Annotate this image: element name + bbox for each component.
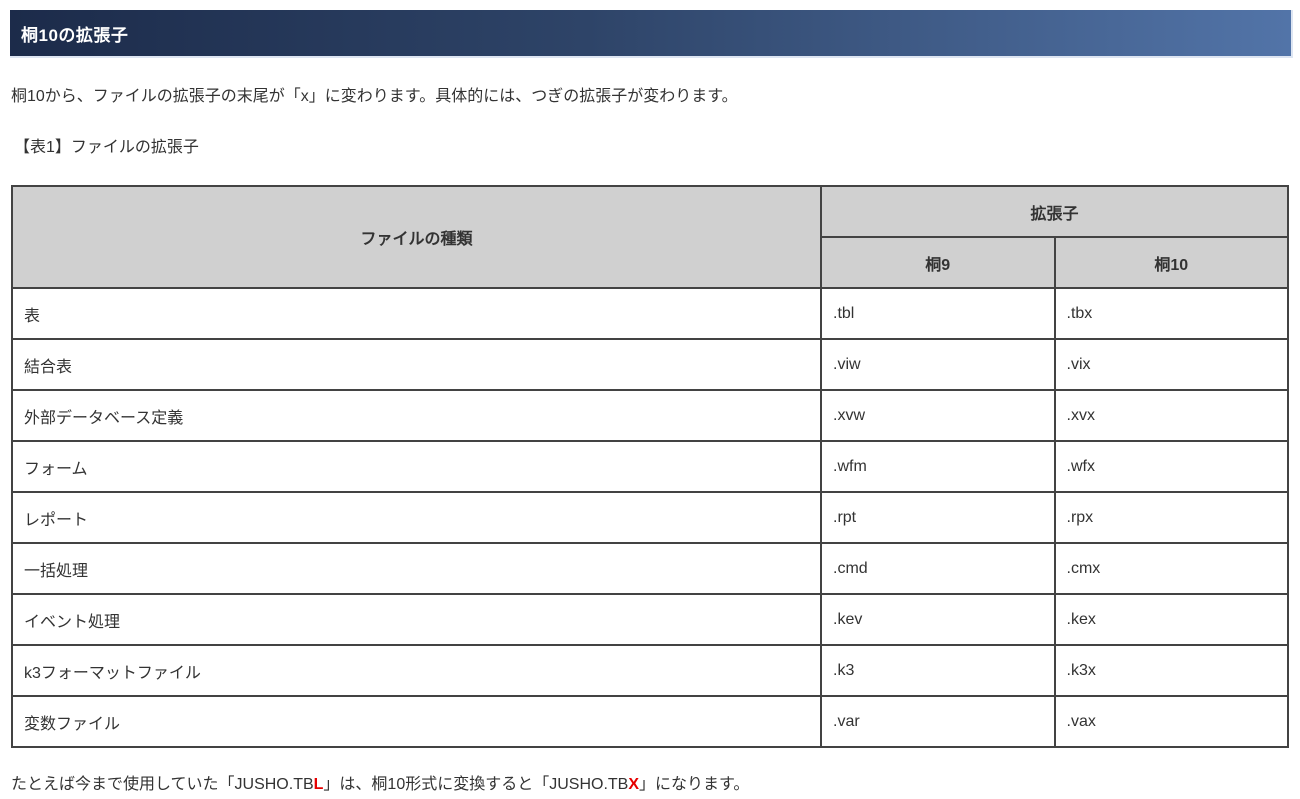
- footer-text-before: たとえば今まで使用していた「JUSHO.TB: [11, 776, 314, 794]
- table-row: 変数ファイル .var .vax: [11, 695, 1289, 749]
- cell-kiri10: .k3x: [1053, 644, 1289, 698]
- footer-highlight-x: X: [628, 776, 640, 794]
- header-file-type: ファイルの種類: [11, 185, 822, 290]
- header-kiri9: 桐9: [820, 236, 1056, 290]
- cell-kiri9: .xvw: [820, 389, 1056, 443]
- cell-kiri9: .wfm: [820, 440, 1056, 494]
- header-kiri10: 桐10: [1053, 236, 1289, 290]
- table-row: イベント処理 .kev .kex: [11, 593, 1289, 647]
- cell-kiri9: .k3: [820, 644, 1056, 698]
- cell-kiri9: .cmd: [820, 542, 1056, 596]
- cell-file-type: フォーム: [11, 440, 822, 494]
- cell-kiri9: .tbl: [820, 287, 1056, 341]
- page-title: 桐10の拡張子: [21, 25, 129, 45]
- cell-kiri10: .vix: [1053, 338, 1289, 392]
- footer-highlight-l: L: [313, 776, 324, 794]
- cell-kiri10: .xvx: [1053, 389, 1289, 443]
- cell-file-type: 外部データベース定義: [11, 389, 822, 443]
- footer-text-after: 」になります。: [639, 776, 750, 794]
- cell-kiri10: .cmx: [1053, 542, 1289, 596]
- table-body: 表 .tbl .tbx 結合表 .viw .vix 外部データベース定義 .xv…: [11, 287, 1289, 749]
- cell-kiri10: .wfx: [1053, 440, 1289, 494]
- footer-note: たとえば今まで使用していた「JUSHO.TBL」は、桐10形式に変換すると「JU…: [11, 770, 1290, 794]
- table-row: 外部データベース定義 .xvw .xvx: [11, 389, 1289, 443]
- extension-table: ファイルの種類 拡張子 桐9 桐10 表 .tbl .tbx 結合表 .viw …: [11, 185, 1289, 749]
- cell-kiri9: .kev: [820, 593, 1056, 647]
- cell-file-type: 表: [11, 287, 822, 341]
- cell-file-type: 一括処理: [11, 542, 822, 596]
- cell-file-type: レポート: [11, 491, 822, 545]
- table-row: 結合表 .viw .vix: [11, 338, 1289, 392]
- cell-kiri9: .rpt: [820, 491, 1056, 545]
- intro-text: 桐10から、ファイルの拡張子の末尾が「x」に変わります。具体的には、つぎの拡張子…: [11, 88, 738, 105]
- cell-kiri9: .viw: [820, 338, 1056, 392]
- cell-file-type: k3フォーマットファイル: [11, 644, 822, 698]
- table-caption: 【表1】ファイルの拡張子: [14, 139, 199, 157]
- table-row: フォーム .wfm .wfx: [11, 440, 1289, 494]
- cell-kiri10: .rpx: [1053, 491, 1289, 545]
- table-header-row-1: ファイルの種類 拡張子: [11, 185, 1289, 290]
- footer-text-mid: 」は、桐10形式に変換すると「JUSHO.TB: [323, 776, 629, 794]
- table-row: レポート .rpt .rpx: [11, 491, 1289, 545]
- cell-file-type: イベント処理: [11, 593, 822, 647]
- page-title-bar: 桐10の拡張子: [10, 10, 1293, 58]
- table-row: 一括処理 .cmd .cmx: [11, 542, 1289, 596]
- cell-kiri9: .var: [820, 695, 1056, 749]
- table-row: 表 .tbl .tbx: [11, 287, 1289, 341]
- cell-file-type: 変数ファイル: [11, 695, 822, 749]
- cell-kiri10: .kex: [1053, 593, 1289, 647]
- cell-kiri10: .vax: [1053, 695, 1289, 749]
- table-row: k3フォーマットファイル .k3 .k3x: [11, 644, 1289, 698]
- table-header-row-2: 桐9 桐10: [12, 236, 1289, 290]
- cell-file-type: 結合表: [11, 338, 822, 392]
- header-extension: 拡張子: [820, 185, 1289, 239]
- table-header: ファイルの種類 拡張子 桐9 桐10: [11, 185, 1289, 290]
- cell-kiri10: .tbx: [1053, 287, 1289, 341]
